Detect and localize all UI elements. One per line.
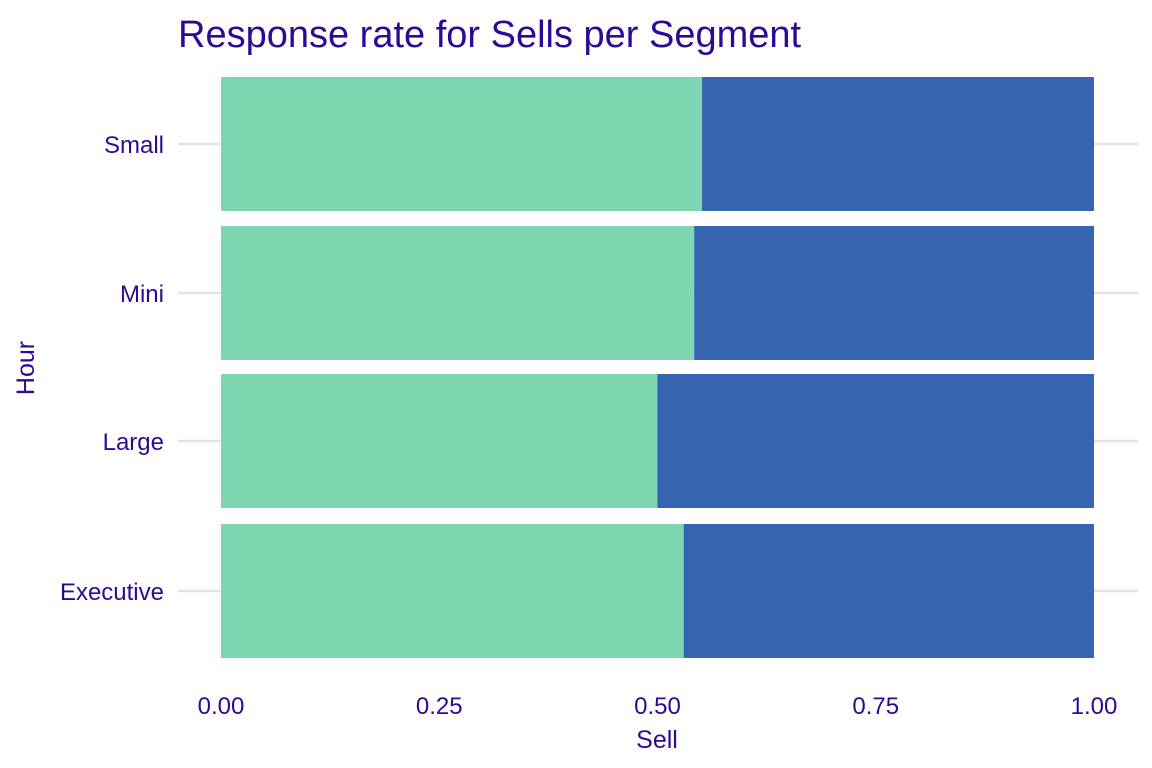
gridlines <box>178 142 1138 593</box>
bar-small-segment-2 <box>702 77 1094 211</box>
x-tick-label-4: 1.00 <box>1071 693 1118 720</box>
y-tick-label-large: Large <box>103 429 164 456</box>
y-tick-label-mini: Mini <box>120 281 164 308</box>
x-tick-label-0: 0.00 <box>198 693 245 720</box>
bar-executive-segment-2 <box>683 524 1094 658</box>
chart-title: Response rate for Sells per Segment <box>178 14 802 56</box>
bar-small-segment-1 <box>221 77 703 211</box>
x-axis-title: Sell <box>636 726 678 754</box>
x-tick-label-2: 0.50 <box>634 693 681 720</box>
x-tick-labels: 0.00 0.25 0.50 0.75 1.00 <box>198 693 1118 720</box>
bar-executive-segment-1 <box>221 524 684 658</box>
bar-large-segment-1 <box>221 374 658 508</box>
y-axis-title: Hour <box>12 341 40 395</box>
bar-mini-segment-2 <box>694 226 1094 360</box>
bar-mini-segment-1 <box>221 226 695 360</box>
y-tick-label-executive: Executive <box>60 579 164 606</box>
x-tick-label-1: 0.25 <box>416 693 463 720</box>
y-tick-labels: Executive Large Mini Small <box>60 132 164 606</box>
bar-large-segment-2 <box>657 374 1094 508</box>
x-tick-label-3: 0.75 <box>852 693 899 720</box>
bars <box>221 77 1094 658</box>
y-tick-label-small: Small <box>104 132 164 159</box>
